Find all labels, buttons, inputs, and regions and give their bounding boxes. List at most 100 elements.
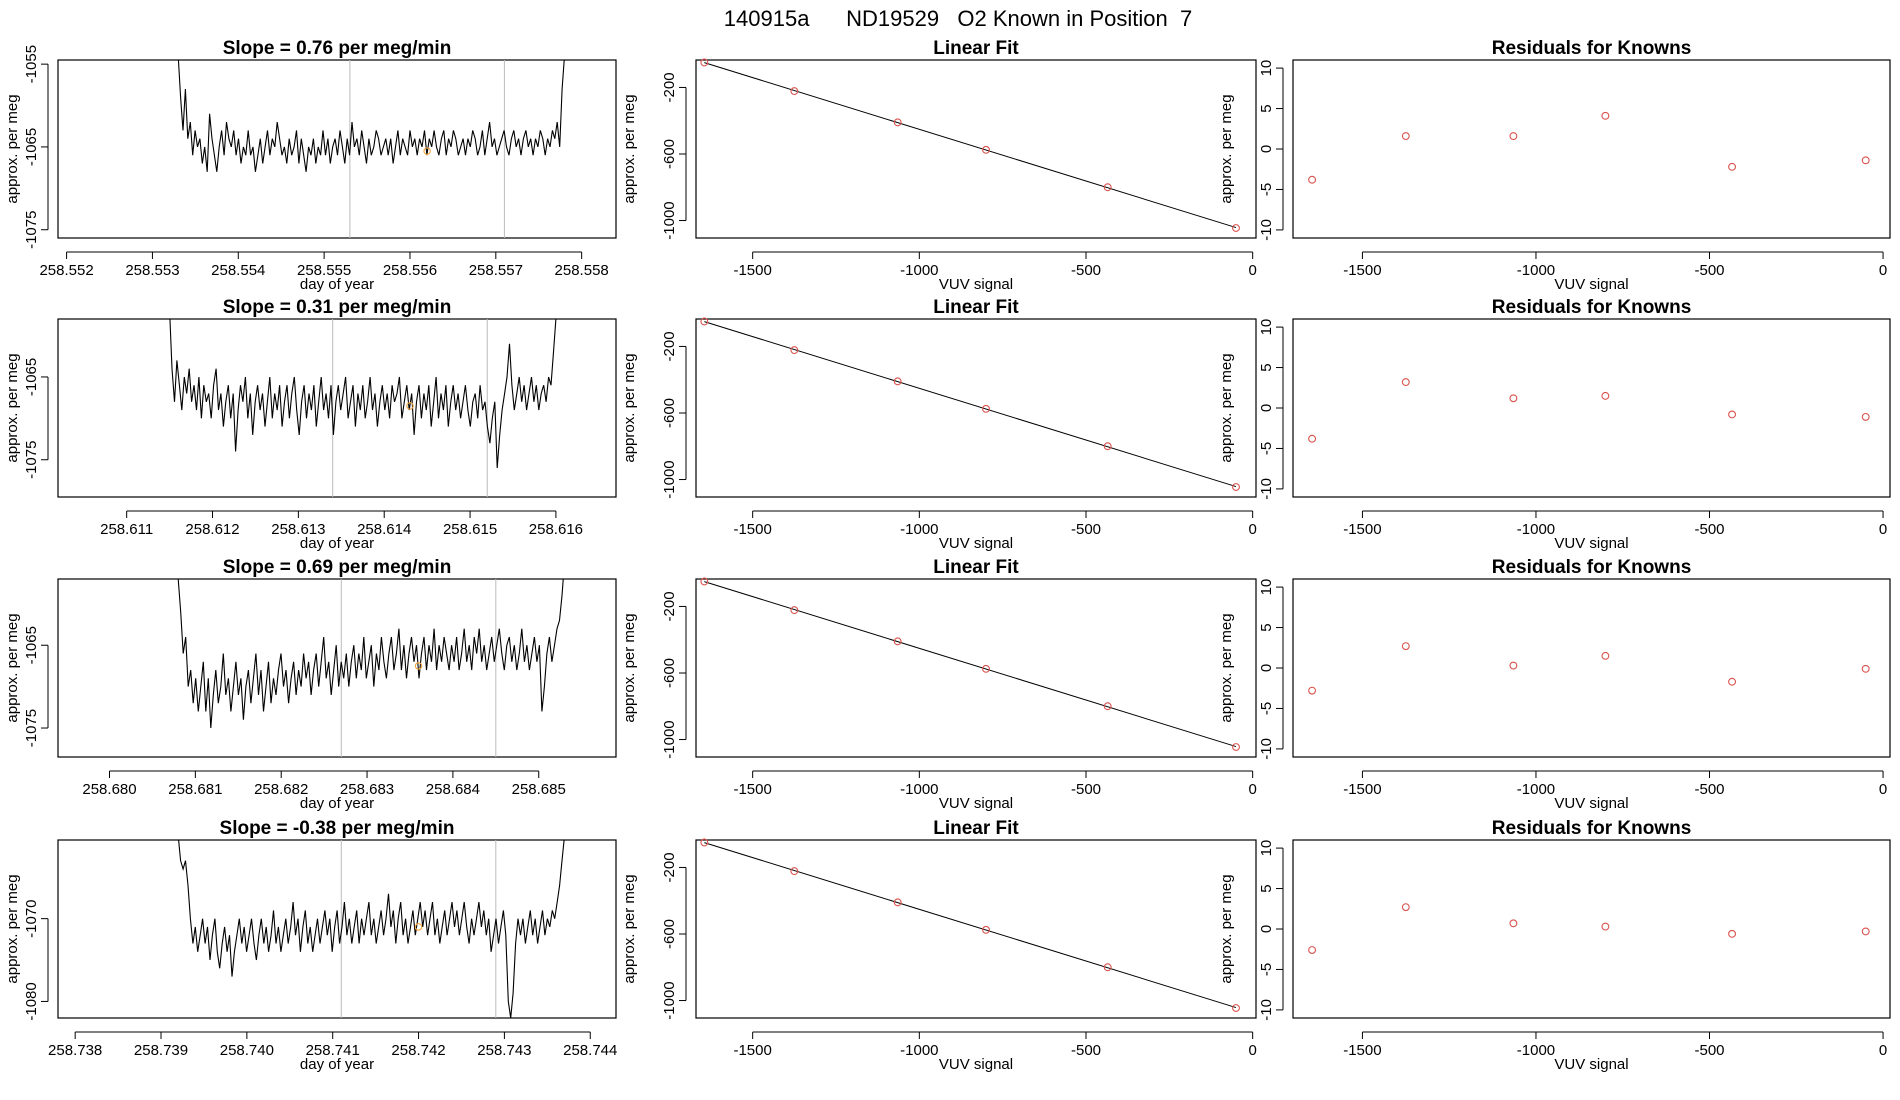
data-point [1861,412,1870,421]
y-tick-label: -5 [1258,183,1275,196]
y-tick-label: -1000 [661,460,678,498]
x-axis-label: day of year [300,276,374,293]
x-tick-label: 0 [1879,262,1887,279]
data-point [1103,442,1112,451]
x-axis-label: VUV signal [939,1056,1013,1073]
x-tick-label: 258.680 [82,781,136,798]
panel-title: Residuals for Knowns [1492,38,1692,59]
x-tick-label: -500 [1694,262,1724,279]
y-tick-label: -600 [661,919,678,949]
data-point [893,377,902,386]
x-tick-label: 258.739 [134,1042,188,1059]
y-tick-label: 0 [1258,925,1275,933]
linear-fit-panel: Linear Fit VUV signal approx. per meg -1500… [621,557,1257,812]
plots-grid: Slope = 0.76 per meg/min day of year appro… [4,38,1891,1073]
y-axis-label: approx. per meg [1218,353,1235,462]
x-tick-label: 258.556 [383,262,437,279]
residuals-panel: Residuals for Knowns VUV signal approx. pe… [1218,38,1891,293]
data-point [790,87,799,96]
y-tick-label: -10 [1258,999,1275,1021]
data-point [1601,651,1610,660]
data-point [982,145,990,154]
y-tick-label: -1080 [23,982,40,1020]
x-tick-label: -1000 [1517,521,1555,538]
series-line [169,319,557,469]
data-point [1103,963,1112,972]
data-point [700,577,709,586]
plot-frame [695,578,1257,758]
x-axis-label: VUV signal [939,795,1013,812]
series-line [177,579,564,729]
y-tick-label: -600 [661,658,678,688]
data-point [893,898,902,907]
x-tick-label: 0 [1879,781,1887,798]
x-tick-label: -500 [1694,781,1724,798]
x-tick-label: 258.613 [271,521,325,538]
plot-frame [57,318,617,498]
y-tick-label: -1000 [661,720,678,758]
residuals-panel: Residuals for Knowns VUV signal approx. pe… [1218,557,1891,812]
y-axis-label: approx. per meg [4,353,21,462]
x-tick-label: 258.685 [512,781,566,798]
x-tick-label: 258.553 [125,262,179,279]
data-point [1232,224,1240,232]
data-point [1509,132,1518,141]
y-tick-label: 0 [1258,404,1275,412]
x-axis-label: day of year [300,1056,374,1073]
fit-line [704,842,1237,1009]
x-tick-label: 258.681 [168,781,222,798]
x-tick-label: -1500 [1343,1042,1381,1059]
data-point [982,664,990,673]
panel-title: Residuals for Knowns [1492,818,1692,839]
x-tick-label: -1500 [733,1042,771,1059]
y-tick-label: -1075 [23,211,40,249]
panel-title: Slope = 0.76 per meg/min [223,38,452,59]
linear-fit-panel: Linear Fit VUV signal approx. per meg -1500… [621,38,1257,293]
x-tick-label: -1000 [900,262,938,279]
plot-frame [1292,318,1891,498]
y-tick-label: -200 [661,331,678,361]
y-tick-label: -10 [1258,478,1275,500]
plot-frame [57,59,617,239]
x-tick-label: -1000 [1517,262,1555,279]
linear-fit-panel: Linear Fit VUV signal approx. per meg -1500… [621,297,1257,552]
y-tick-label: -5 [1258,963,1275,976]
x-tick-label: -1500 [733,781,771,798]
x-axis-label: VUV signal [1554,1056,1628,1073]
x-tick-label: 258.740 [220,1042,274,1059]
x-tick-label: -500 [1694,1042,1724,1059]
x-tick-label: 258.558 [555,262,609,279]
x-tick-label: 258.738 [48,1042,102,1059]
data-point [1308,686,1317,695]
x-tick-label: 258.612 [185,521,239,538]
linear-fit-panel: Linear Fit VUV signal approx. per meg -1500… [621,818,1257,1073]
x-axis-label: VUV signal [939,535,1013,552]
y-tick-label: 5 [1258,363,1275,371]
panel-title: Slope = -0.38 per meg/min [220,818,455,839]
y-axis-label: approx. per meg [621,874,638,983]
y-tick-label: -200 [661,72,678,102]
y-axis-label: approx. per meg [1218,613,1235,722]
x-tick-label: -1500 [733,262,771,279]
highlight-point [423,147,431,155]
plot-frame [695,318,1257,498]
x-axis-label: VUV signal [1554,795,1628,812]
x-tick-label: -1000 [1517,1042,1555,1059]
data-point [982,404,990,413]
plot-frame [57,839,617,1019]
data-point [1401,642,1410,651]
data-point [1728,162,1737,171]
x-tick-label: 258.744 [563,1042,617,1059]
x-tick-label: 258.616 [529,521,583,538]
x-tick-label: 0 [1879,521,1887,538]
series-line [178,840,565,1018]
y-tick-label: -200 [661,852,678,882]
x-tick-label: -500 [1071,521,1101,538]
x-tick-label: 258.682 [254,781,308,798]
x-tick-label: 258.615 [443,521,497,538]
x-tick-label: 0 [1879,1042,1887,1059]
x-tick-label: 258.552 [39,262,93,279]
y-tick-label: -1065 [23,358,40,396]
data-point [893,637,902,646]
